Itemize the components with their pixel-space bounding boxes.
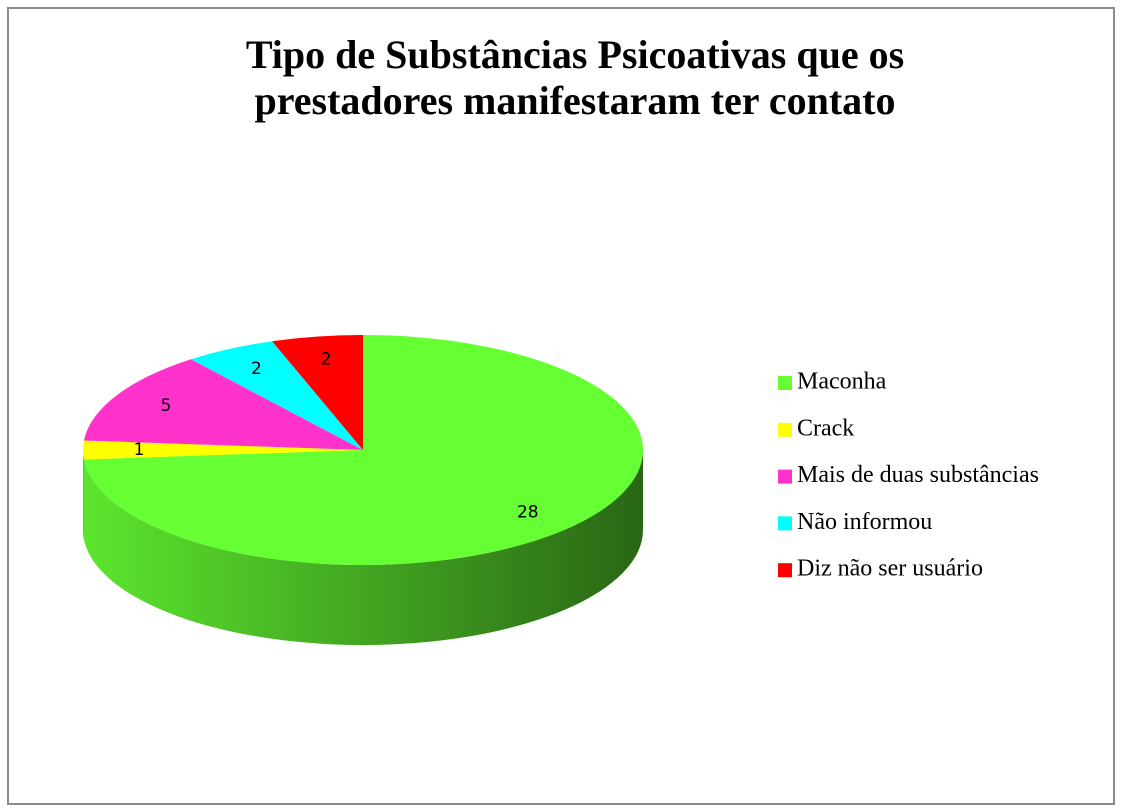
slice-side-shade [83, 450, 643, 646]
legend-swatch [778, 469, 792, 484]
data-label: 28 [517, 502, 539, 522]
legend-swatch [778, 422, 792, 437]
legend-swatch [778, 376, 792, 390]
data-label: 1 [134, 440, 145, 460]
legend-label: Diz não ser usuário [797, 556, 983, 582]
legend-swatch [778, 563, 792, 578]
slice [272, 335, 363, 450]
slice [83, 440, 363, 460]
data-label: 5 [161, 396, 172, 416]
legend-label: Maconha [797, 369, 887, 395]
data-label: 2 [321, 349, 332, 369]
slice [83, 335, 644, 565]
chart-title: Tipo de Substâncias Psicoativas que os p… [245, 32, 905, 123]
data-label: 2 [251, 359, 262, 379]
slice [83, 359, 363, 450]
legend-swatch [778, 516, 792, 531]
legend-label: Não informou [797, 509, 932, 535]
legend-label: Crack [797, 415, 854, 441]
slice [191, 341, 363, 450]
slice-side-shade [83, 450, 84, 540]
legend-label: Mais de duas substâncias [797, 462, 1039, 488]
